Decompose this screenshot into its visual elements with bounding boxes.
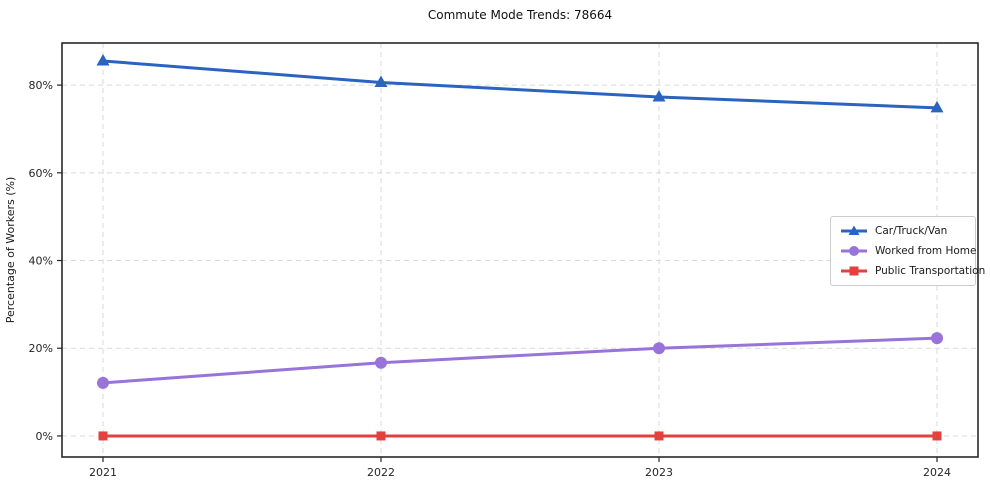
data-point-triangle xyxy=(930,100,944,113)
data-point-square xyxy=(376,431,386,441)
y-tick-label: 60% xyxy=(29,167,53,180)
plot-border xyxy=(61,42,979,458)
x-tick-label: 2024 xyxy=(923,466,951,479)
legend-square-marker-icon xyxy=(841,266,867,276)
x-tick-label: 2021 xyxy=(89,466,117,479)
data-point-circle xyxy=(653,342,665,355)
y-tick-label: 20% xyxy=(29,342,53,355)
data-point-square xyxy=(932,431,942,441)
legend-item-car-truck-van: Car/Truck/Van xyxy=(840,224,966,238)
legend-label: Worked from Home xyxy=(875,245,977,257)
data-point-triangle xyxy=(652,89,666,102)
legend: Car/Truck/Van Worked from Home Public Tr… xyxy=(830,216,985,286)
x-tick-label: 2023 xyxy=(645,466,673,479)
legend-item-public-transportation: Public Transportation xyxy=(840,264,985,278)
series-line-1 xyxy=(101,336,939,385)
data-point-square xyxy=(98,431,108,441)
y-tick-label: 40% xyxy=(29,255,53,268)
legend-label: Public Transportation xyxy=(875,265,986,277)
legend-item-worked-from-home: Worked from Home xyxy=(840,244,976,258)
y-axis-label: Percentage of Workers (%) xyxy=(4,177,17,324)
data-point-circle xyxy=(97,376,109,389)
legend-label: Car/Truck/Van xyxy=(875,225,948,237)
data-point-triangle xyxy=(96,53,110,66)
data-point-circle xyxy=(375,356,387,369)
legend-triangle-marker-icon xyxy=(841,225,867,235)
y-tick-label: 80% xyxy=(29,79,53,92)
y-tick-label: 0% xyxy=(36,430,53,443)
data-point-circle xyxy=(931,332,943,345)
legend-circle-marker-icon xyxy=(841,246,867,256)
chart-title: Commute Mode Trends: 78664 xyxy=(427,8,613,22)
data-point-square xyxy=(654,431,664,441)
series-line-0 xyxy=(101,59,939,110)
x-tick-label: 2022 xyxy=(367,466,395,479)
data-point-triangle xyxy=(374,75,388,87)
